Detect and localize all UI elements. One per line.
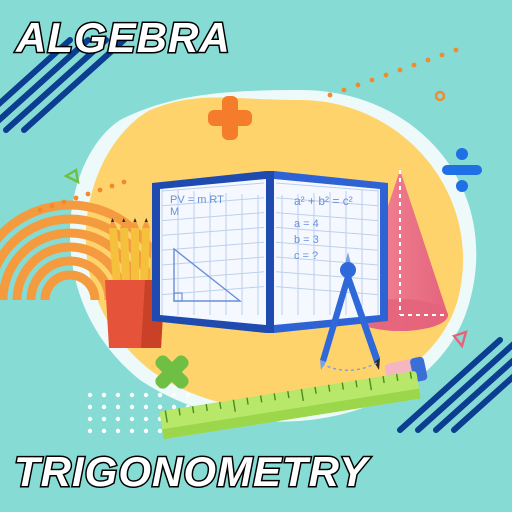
svg-text:a = 4: a = 4 xyxy=(294,218,319,230)
svg-text:M: M xyxy=(170,206,179,218)
svg-text:b = 3: b = 3 xyxy=(294,234,319,246)
svg-text:a² + b² = c²: a² + b² = c² xyxy=(294,194,353,208)
svg-text:c = ?: c = ? xyxy=(294,250,318,262)
svg-text:PV = m RT: PV = m RT xyxy=(170,194,224,206)
title-algebra: ALGEBRA xyxy=(16,14,231,62)
math-infographic: PV = m RT Ma² + b² = c² a = 4 b = 3 c = ? A… xyxy=(0,0,512,512)
title-trigonometry: TRIGONOMETRY xyxy=(14,448,368,496)
illustration: PV = m RT Ma² + b² = c² a = 4 b = 3 c = ? xyxy=(0,0,512,512)
